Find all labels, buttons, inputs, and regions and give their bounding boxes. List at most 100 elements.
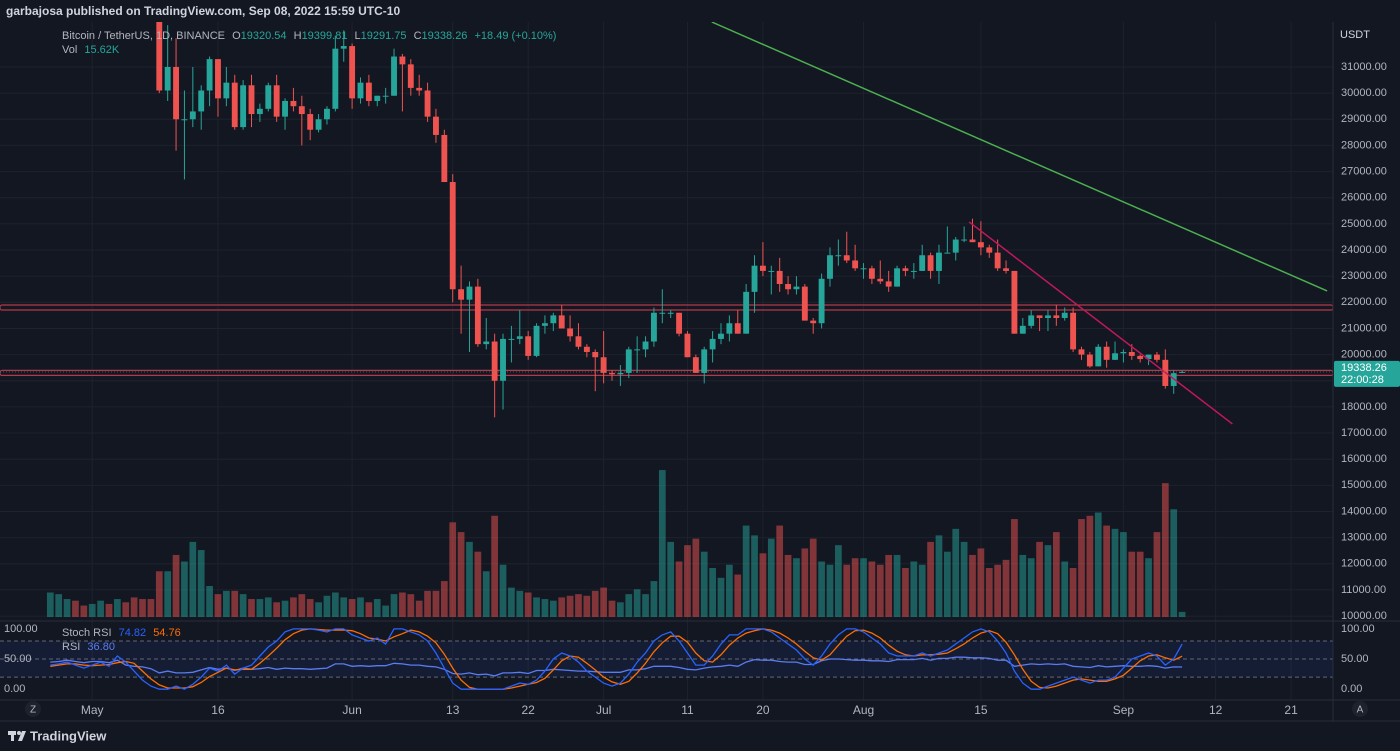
volume-bar [315,602,322,617]
y-tick-label: 20000.00 [1341,349,1387,361]
stoch-legend: Stoch RSI 74.82 54.76 [62,627,181,639]
volume-bar [1086,515,1094,617]
l-value: 19291.75 [361,30,407,42]
candle-body [642,341,649,350]
x-tick-label: May [81,703,104,717]
y-tick-label: 11000.00 [1341,584,1386,596]
candle-body [583,346,590,352]
y-tick-label: 12000.00 [1341,558,1387,570]
volume-bar [122,602,130,617]
volume-bar [549,600,557,617]
stoch-tick-label-left: 100.00 [4,623,38,635]
volume-bar [55,594,63,617]
volume-bar [541,599,549,617]
c-letter: C [414,30,422,42]
legend-line: Bitcoin / TetherUS, 1D, BINANCE O19320.5… [62,30,556,42]
z-button[interactable] [25,701,41,717]
volume-bar [63,599,71,617]
volume-bar [97,600,104,617]
level-band [0,369,1333,377]
volume-bar [633,589,641,617]
candle-body [1128,351,1135,356]
volume-bar [474,551,482,617]
volume-bar [340,597,348,617]
candle-body [365,82,372,101]
volume-bar [969,554,976,617]
x-tick-label: 16 [211,703,225,717]
volume-bar [449,522,457,617]
a-button-label[interactable]: A [1357,705,1364,716]
candle-body [860,268,867,270]
y-tick-label: 10000.00 [1341,610,1387,622]
volume-bar [801,548,809,617]
candle-body [1003,268,1009,271]
volume-bar [935,535,943,617]
volume-bar [985,568,993,617]
volume-bar [214,594,222,617]
candle-body [525,336,532,356]
volume-bar [927,541,934,617]
volume-bar [248,599,255,617]
x-tick-label: Jun [342,703,361,717]
candle-body [1137,355,1144,360]
candle-body [332,48,339,109]
volume-bar [457,532,465,617]
candle-body [667,312,674,314]
volume-bar [692,538,700,617]
stoch-tick-label: 0.00 [1341,683,1362,695]
candle-body [793,286,800,290]
volume-bar [130,597,138,617]
volume-bar [1170,509,1178,617]
volume-bar [357,597,364,617]
candle-body [1053,315,1060,318]
volume-bar [1002,559,1010,617]
candle-body [231,82,238,128]
candle-body [181,119,188,121]
x-tick-label: Sep [1113,703,1135,717]
candle-body [751,265,758,292]
volume-bar [348,599,356,617]
volume-bar [1120,532,1127,617]
candle-body [256,108,263,115]
volume-bar [508,587,515,617]
candle-body [718,333,724,339]
candle-body [164,66,171,91]
a-button[interactable] [1352,701,1368,717]
volume-bar [726,564,733,617]
y-tick-label: 17000.00 [1341,427,1387,439]
candle-body [248,85,255,115]
volume-bar [1178,611,1186,617]
candle-body [424,90,431,117]
volume-bar [1103,525,1110,617]
stoch-tick-label: 50.00 [1341,653,1369,665]
volume-bar [675,561,683,617]
candle-body [189,111,196,120]
candle-body [709,338,716,350]
candle-body [927,255,934,271]
volume-bar [1153,532,1161,617]
header-bar [0,0,1400,22]
volume-bar [373,599,381,617]
volume-bar [642,594,649,617]
candle-body [1011,270,1018,334]
volume-name: Vol [62,44,77,56]
o-letter: O [232,30,241,42]
candle-body [273,85,280,117]
volume-bar [1061,561,1069,617]
y-tick-label: 13000.00 [1341,532,1387,544]
volume-bar [885,554,893,617]
candle-body [592,351,599,358]
volume-bar [1011,519,1018,617]
candle-body [1019,325,1026,334]
volume-bar [893,554,901,617]
z-button-label[interactable]: Z [30,705,36,716]
volume-legend: Vol 15.62K [62,44,120,56]
stoch-d-line [50,628,1183,690]
candle-body [1154,354,1160,360]
volume-bar [734,574,742,617]
volume-bar [197,550,205,617]
volume-bar [960,541,968,617]
x-tick-label: 20 [756,703,770,717]
x-tick-label: 11 [681,703,694,717]
